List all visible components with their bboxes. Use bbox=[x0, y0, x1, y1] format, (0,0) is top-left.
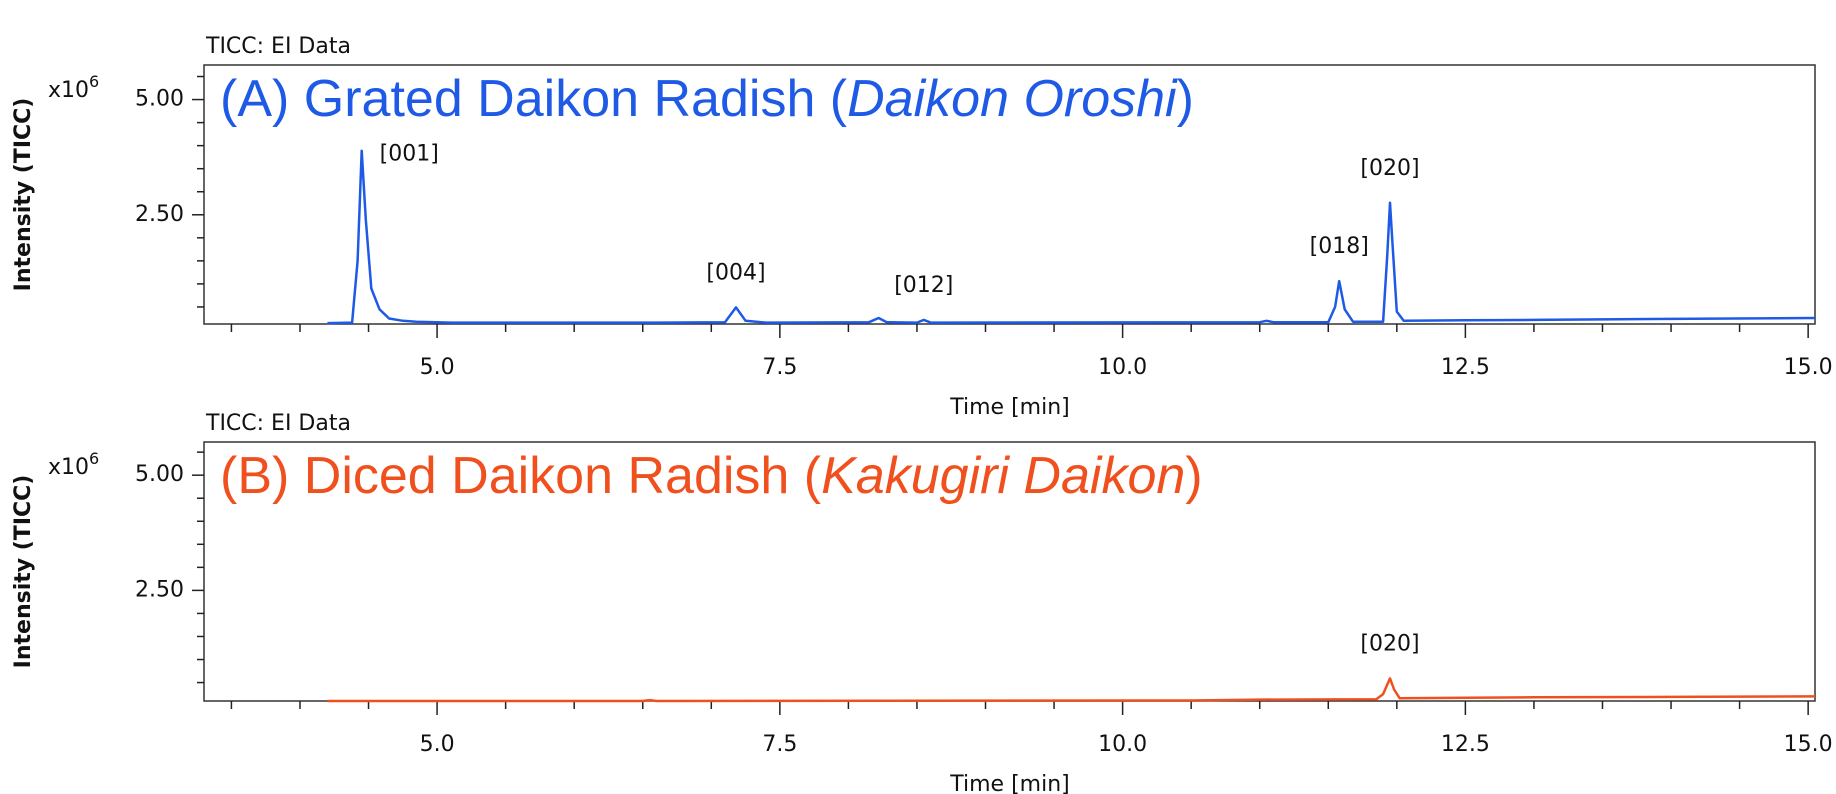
x-tick-label: 12.5 bbox=[1441, 355, 1490, 380]
peak-label: [004] bbox=[706, 260, 765, 285]
multiplier-base: x10 bbox=[48, 78, 89, 103]
x-tick-label: 7.5 bbox=[762, 355, 797, 380]
y-tick-label: 5.00 bbox=[135, 87, 184, 112]
peak-label: [012] bbox=[894, 273, 953, 298]
x-tick-label: 5.0 bbox=[420, 355, 455, 380]
title-part: Daikon Oroshi bbox=[847, 70, 1178, 128]
panel-header: TICC: EI Data bbox=[205, 411, 351, 436]
multiplier-exp: 6 bbox=[89, 72, 99, 91]
panel-title: (A) Grated Daikon Radish (Daikon Oroshi) bbox=[220, 70, 1194, 128]
chromatogram-line bbox=[327, 677, 1816, 703]
x-tick-label: 12.5 bbox=[1441, 732, 1490, 757]
x-tick-label: 15.0 bbox=[1784, 355, 1833, 380]
y-multiplier: x106 bbox=[48, 449, 99, 481]
y-tick-label: 2.50 bbox=[135, 202, 184, 227]
x-tick-label: 5.0 bbox=[420, 732, 455, 757]
title-part: ) bbox=[1177, 70, 1194, 128]
x-axis-label: Time [min] bbox=[949, 772, 1070, 794]
y-tick-label: 5.00 bbox=[135, 462, 184, 487]
multiplier-base: x10 bbox=[48, 455, 89, 480]
title-part: Kakugiri Daikon bbox=[821, 447, 1185, 505]
x-tick-label: 10.0 bbox=[1098, 355, 1147, 380]
multiplier-exp: 6 bbox=[89, 449, 99, 468]
peak-label: [020] bbox=[1360, 631, 1419, 656]
y-axis-label: Intensity (TICC) bbox=[11, 475, 36, 669]
title-part: ) bbox=[1185, 447, 1202, 505]
y-axis-label: Intensity (TICC) bbox=[11, 98, 36, 292]
panel-header: TICC: EI Data bbox=[205, 34, 351, 59]
x-tick-label: 15.0 bbox=[1784, 732, 1833, 757]
x-tick-label: 7.5 bbox=[762, 732, 797, 757]
x-tick-label: 10.0 bbox=[1098, 732, 1147, 757]
chromatogram-line bbox=[327, 149, 1816, 325]
x-axis-label: Time [min] bbox=[949, 395, 1070, 420]
peak-label: [001] bbox=[380, 142, 439, 167]
peak-label: [018] bbox=[1310, 234, 1369, 259]
title-part: (B) Diced Daikon Radish ( bbox=[220, 447, 822, 505]
y-multiplier: x106 bbox=[48, 72, 99, 104]
title-part: (A) Grated Daikon Radish ( bbox=[220, 70, 848, 128]
panel-title: (B) Diced Daikon Radish (Kakugiri Daikon… bbox=[220, 447, 1203, 505]
peak-label: [020] bbox=[1360, 156, 1419, 181]
plot-frame bbox=[203, 64, 1816, 325]
y-tick-label: 2.50 bbox=[135, 577, 184, 602]
